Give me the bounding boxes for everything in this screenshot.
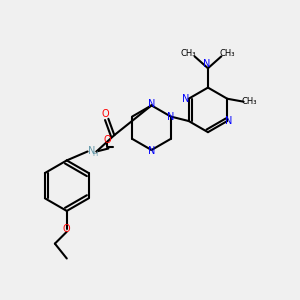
Text: N: N (167, 112, 175, 122)
Text: N: N (225, 116, 232, 126)
Text: CH₃: CH₃ (220, 49, 235, 58)
Text: N: N (148, 146, 155, 157)
Text: CH₃: CH₃ (242, 97, 257, 106)
Text: N: N (182, 94, 189, 104)
Text: N: N (88, 146, 96, 157)
Text: O: O (63, 224, 70, 234)
Text: CH₃: CH₃ (181, 49, 197, 58)
Text: O: O (102, 109, 109, 119)
Text: H: H (92, 152, 98, 158)
Text: N: N (203, 59, 210, 69)
Text: O: O (103, 135, 111, 145)
Text: N: N (148, 99, 155, 109)
